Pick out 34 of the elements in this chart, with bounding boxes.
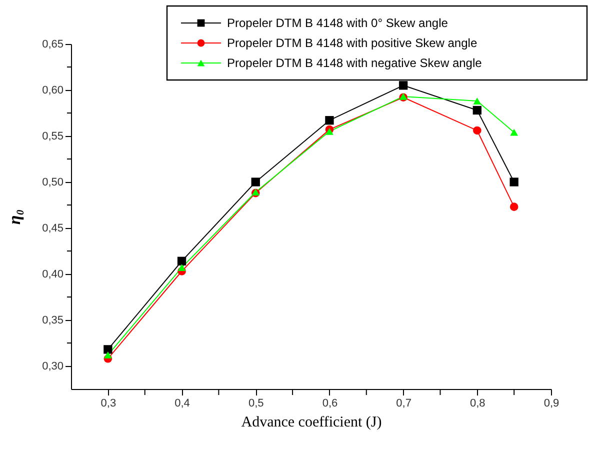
point xyxy=(510,202,518,211)
x-tick-label: 0,7 xyxy=(396,398,412,410)
legend-label: Propeler DTM B 4148 with negative Skew angle xyxy=(227,56,482,70)
point xyxy=(177,256,186,266)
y-tick-label: 0,30 xyxy=(42,360,64,372)
y-tick-label: 0,35 xyxy=(42,314,64,326)
y-tick-label: 0,65 xyxy=(42,38,64,50)
legend-label: Propeler DTM B 4148 with 0° Skew angle xyxy=(227,16,448,30)
x-tick-label: 0,4 xyxy=(174,398,190,410)
point xyxy=(510,128,518,136)
legend-label: Propeler DTM B 4148 with positive Skew angle xyxy=(227,36,478,50)
x-tick-label: 0,5 xyxy=(248,398,264,410)
point xyxy=(251,178,260,186)
y-tick-label: 0,60 xyxy=(42,84,64,96)
point xyxy=(473,126,482,135)
point xyxy=(472,106,482,115)
x-tick-label: 0,8 xyxy=(470,398,486,410)
point xyxy=(473,98,482,104)
point xyxy=(398,81,408,90)
y-axis-title: η₀ xyxy=(5,209,24,225)
point xyxy=(325,116,334,125)
y-tick-label: 0,55 xyxy=(42,130,64,142)
point xyxy=(178,264,186,271)
y-tick-label: 0,45 xyxy=(42,222,64,234)
x-tick-label: 0,6 xyxy=(322,398,338,410)
x-tick-label: 0,9 xyxy=(544,398,560,410)
x-axis-title: Advance coefficient (J) xyxy=(241,414,382,430)
point xyxy=(510,178,518,186)
y-tick-label: 0,50 xyxy=(42,176,64,188)
point xyxy=(104,352,112,358)
point xyxy=(104,345,112,354)
x-tick-label: 0,3 xyxy=(100,398,116,410)
point xyxy=(325,128,334,135)
y-tick-label: 0,40 xyxy=(42,268,64,280)
